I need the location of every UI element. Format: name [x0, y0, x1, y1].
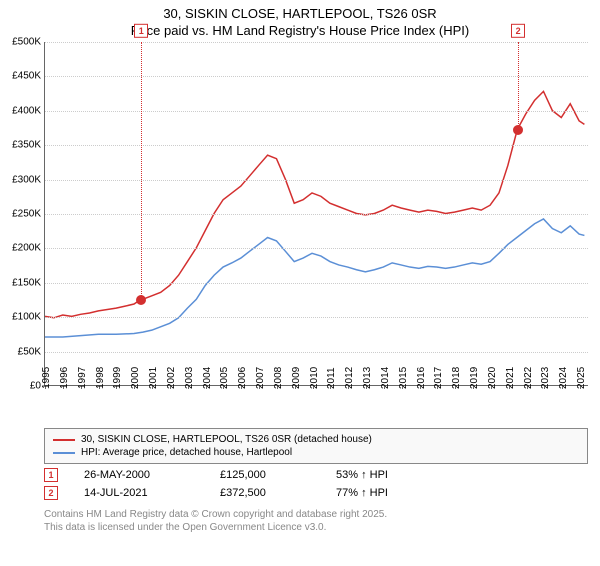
- chart: £0£50K£100K£150K£200K£250K£300K£350K£400…: [44, 42, 588, 422]
- x-axis-label: 2014: [380, 367, 391, 389]
- grid-line: [45, 283, 588, 284]
- grid-line: [45, 42, 588, 43]
- grid-line: [45, 145, 588, 146]
- x-axis-label: 2011: [326, 367, 337, 389]
- x-axis-label: 2020: [487, 367, 498, 389]
- marker-label: 1: [134, 24, 148, 38]
- y-axis-label: £450K: [12, 71, 45, 82]
- y-axis-label: £300K: [12, 174, 45, 185]
- y-axis-label: £50K: [18, 346, 45, 357]
- y-axis-label: £200K: [12, 243, 45, 254]
- title-subtitle: Price paid vs. HM Land Registry's House …: [0, 23, 600, 38]
- x-axis-label: 2000: [130, 367, 141, 389]
- sale-row: 1 26-MAY-2000 £125,000 53% ↑ HPI: [44, 468, 588, 482]
- sale-price: £125,000: [220, 469, 310, 481]
- x-axis-label: 2017: [433, 367, 444, 389]
- marker-vline: [141, 42, 142, 300]
- x-axis-label: 2010: [309, 367, 320, 389]
- legend-swatch: [53, 439, 75, 441]
- y-axis-label: £150K: [12, 277, 45, 288]
- y-axis-label: £350K: [12, 140, 45, 151]
- title-address: 30, SISKIN CLOSE, HARTLEPOOL, TS26 0SR: [0, 6, 600, 21]
- x-axis-label: 2016: [416, 367, 427, 389]
- x-axis-label: 2024: [558, 367, 569, 389]
- x-axis-label: 2013: [362, 367, 373, 389]
- marker-label: 2: [511, 24, 525, 38]
- y-axis-label: £100K: [12, 312, 45, 323]
- legend: 30, SISKIN CLOSE, HARTLEPOOL, TS26 0SR (…: [44, 428, 588, 464]
- sale-index: 2: [44, 486, 58, 500]
- x-axis-label: 2015: [398, 367, 409, 389]
- marker-dot: [513, 125, 523, 135]
- sale-hpi-delta: 77% ↑ HPI: [336, 487, 388, 499]
- grid-line: [45, 317, 588, 318]
- x-axis-label: 1998: [95, 367, 106, 389]
- grid-line: [45, 352, 588, 353]
- sale-hpi-delta: 53% ↑ HPI: [336, 469, 388, 481]
- x-axis-label: 2005: [219, 367, 230, 389]
- x-axis-label: 2012: [344, 367, 355, 389]
- legend-label: 30, SISKIN CLOSE, HARTLEPOOL, TS26 0SR (…: [81, 434, 372, 445]
- sales-table: 1 26-MAY-2000 £125,000 53% ↑ HPI 2 14-JUL-202…: [0, 468, 600, 500]
- legend-item: HPI: Average price, detached house, Hart…: [53, 446, 579, 459]
- x-axis-label: 2023: [540, 367, 551, 389]
- x-axis-label: 2009: [291, 367, 302, 389]
- plot-area: £0£50K£100K£150K£200K£250K£300K£350K£400…: [44, 42, 588, 386]
- series-line: [45, 219, 584, 337]
- x-axis-label: 2021: [505, 367, 516, 389]
- legend-item: 30, SISKIN CLOSE, HARTLEPOOL, TS26 0SR (…: [53, 433, 579, 446]
- x-axis-label: 2001: [148, 367, 159, 389]
- y-axis-label: £500K: [12, 37, 45, 48]
- x-axis-label: 2018: [451, 367, 462, 389]
- y-axis-label: £400K: [12, 105, 45, 116]
- legend-label: HPI: Average price, detached house, Hart…: [81, 447, 292, 458]
- x-axis-label: 2006: [237, 367, 248, 389]
- marker-dot: [136, 295, 146, 305]
- legend-swatch: [53, 452, 75, 454]
- sale-row: 2 14-JUL-2021 £372,500 77% ↑ HPI: [44, 486, 588, 500]
- grid-line: [45, 111, 588, 112]
- sale-price: £372,500: [220, 487, 310, 499]
- x-axis-label: 2007: [255, 367, 266, 389]
- sale-index: 1: [44, 468, 58, 482]
- x-axis-label: 1995: [41, 367, 52, 389]
- footnote-line1: Contains HM Land Registry data © Crown c…: [44, 508, 588, 521]
- x-axis-label: 2008: [273, 367, 284, 389]
- x-axis-label: 1996: [59, 367, 70, 389]
- footnote-line2: This data is licensed under the Open Gov…: [44, 521, 588, 534]
- grid-line: [45, 180, 588, 181]
- x-axis-label: 2004: [202, 367, 213, 389]
- x-axis-label: 2025: [576, 367, 587, 389]
- y-axis-label: £250K: [12, 209, 45, 220]
- grid-line: [45, 248, 588, 249]
- marker-vline: [518, 42, 519, 130]
- grid-line: [45, 76, 588, 77]
- sale-date: 26-MAY-2000: [84, 469, 194, 481]
- x-axis-label: 2022: [523, 367, 534, 389]
- series-line: [45, 91, 584, 317]
- x-axis-label: 1999: [112, 367, 123, 389]
- footnote: Contains HM Land Registry data © Crown c…: [44, 508, 588, 534]
- sale-date: 14-JUL-2021: [84, 487, 194, 499]
- x-axis-label: 2019: [469, 367, 480, 389]
- x-axis-label: 2003: [184, 367, 195, 389]
- grid-line: [45, 214, 588, 215]
- x-axis-label: 2002: [166, 367, 177, 389]
- x-axis-label: 1997: [77, 367, 88, 389]
